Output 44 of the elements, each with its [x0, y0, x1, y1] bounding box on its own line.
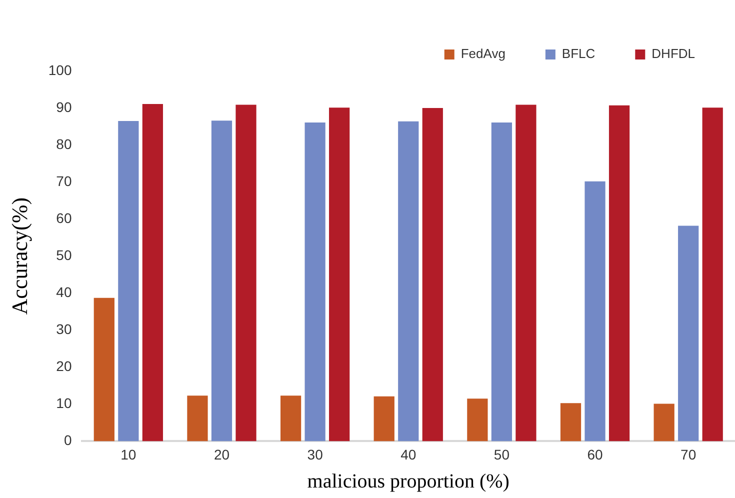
y-tick-label: 80 — [56, 136, 72, 152]
y-tick-label: 10 — [56, 395, 72, 412]
legend-label: BFLC — [562, 46, 596, 62]
y-tick-label: 50 — [56, 246, 72, 263]
bar — [516, 104, 536, 442]
y-tick-label: 70 — [56, 172, 72, 189]
bar — [280, 396, 302, 442]
y-tick-label: 40 — [56, 284, 72, 300]
y-tick-label: 30 — [56, 321, 72, 337]
bar — [702, 108, 723, 442]
x-tick-label: 30 — [307, 446, 324, 462]
bar — [678, 226, 699, 442]
bar — [374, 396, 394, 442]
y-tick-label: 90 — [56, 98, 72, 115]
bar — [142, 104, 163, 442]
bar — [422, 108, 443, 442]
x-axis-title: malicious proportion (%) — [307, 470, 510, 492]
y-tick-label: 0 — [64, 432, 72, 448]
y-tick-label: 20 — [56, 358, 72, 374]
x-tick-label: 60 — [587, 446, 604, 462]
legend-label: FedAvg — [460, 46, 506, 62]
x-tick-label: 10 — [120, 446, 136, 462]
bar — [467, 398, 488, 442]
x-tick-label: 20 — [214, 446, 230, 462]
bar — [94, 298, 114, 442]
y-tick-label: 60 — [56, 210, 72, 226]
bar — [236, 104, 256, 442]
x-tick-label: 50 — [494, 446, 510, 462]
bar — [560, 403, 582, 442]
bar — [654, 404, 674, 442]
bar — [304, 122, 326, 442]
bar — [211, 120, 232, 442]
legend-label: DHFDL — [652, 46, 696, 62]
y-tick-label: 100 — [48, 62, 72, 78]
bar — [398, 121, 419, 442]
bar — [491, 122, 512, 442]
bar — [584, 181, 606, 442]
bar — [187, 396, 208, 442]
x-tick-label: 40 — [400, 446, 416, 462]
x-tick-label: 70 — [680, 446, 696, 462]
bar — [118, 120, 139, 442]
y-axis-title: Accuracy(%) — [6, 197, 32, 315]
bar — [608, 105, 630, 442]
bar — [329, 108, 350, 442]
